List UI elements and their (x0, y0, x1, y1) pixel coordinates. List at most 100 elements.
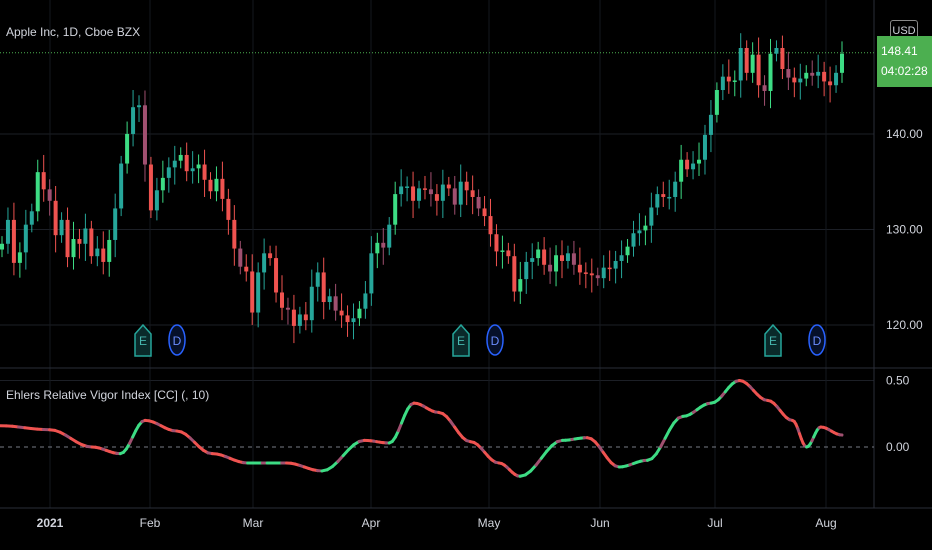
candle-body (685, 159, 690, 170)
candle-body (720, 76, 725, 91)
last-price-badge: 148.41 04:02:28 (877, 36, 932, 87)
candle-body (238, 248, 243, 267)
candle-body (702, 134, 707, 160)
candle-body (11, 219, 16, 263)
candle-body (649, 207, 654, 226)
indicator-tick-label: 0.00 (886, 440, 910, 454)
candle-body (762, 85, 767, 91)
candle-body (667, 196, 672, 199)
candle-body (327, 296, 332, 303)
candle-body (83, 228, 88, 244)
candle-body (71, 239, 76, 258)
candle-body (595, 275, 600, 279)
candle-body (339, 310, 344, 316)
candle-body (554, 255, 559, 272)
candle-body (810, 72, 815, 76)
candle-body (542, 249, 547, 265)
candle-body (822, 71, 827, 82)
candle-body (482, 208, 487, 217)
earnings-marker (134, 323, 152, 357)
candle-body (160, 177, 165, 191)
candle-body (738, 48, 743, 81)
candle-body (351, 318, 356, 323)
candle-body (387, 224, 392, 248)
candle-body (89, 228, 94, 257)
candle-body (172, 160, 177, 168)
candle-body (768, 53, 773, 91)
dividend-marker (168, 324, 186, 356)
candle-body (178, 154, 183, 161)
candle-body (309, 286, 314, 321)
candle-body (297, 314, 302, 326)
earnings-marker (764, 323, 782, 357)
candle-body (113, 208, 118, 240)
candle-body (655, 194, 660, 208)
candle-body (488, 216, 493, 235)
earnings-label: E (457, 334, 465, 348)
candle-body (190, 168, 195, 172)
indicator-title: Ehlers Relative Vigor Index [CC] (, 10) (6, 388, 210, 402)
candle-body (506, 250, 511, 257)
candle-body (315, 272, 320, 287)
candle-body (512, 256, 517, 292)
rvi-line-segment (663, 428, 672, 440)
candle-body (673, 181, 678, 197)
candle-body (65, 219, 70, 258)
candle-body (107, 239, 112, 262)
candle-body (422, 188, 427, 190)
candle-body (774, 48, 779, 54)
candle-body (583, 272, 588, 274)
candle-body (607, 267, 612, 270)
candle-body (726, 76, 731, 82)
candle-body (411, 186, 416, 201)
candle-body (691, 163, 696, 170)
candle-body (732, 80, 737, 82)
dividend-label: D (813, 334, 822, 348)
candle-body (41, 172, 46, 190)
candle-body (560, 255, 564, 261)
candle-body (256, 272, 261, 313)
candle-body (840, 53, 844, 73)
candle-body (565, 253, 570, 261)
candle-body (530, 258, 535, 262)
candle-body (452, 188, 457, 205)
candle-body (291, 309, 296, 326)
price-tick-label: 130.00 (886, 222, 923, 236)
candle-body (262, 253, 267, 273)
candle-body (285, 307, 290, 310)
candle-body (524, 261, 529, 280)
candle-body (142, 105, 147, 165)
candle-body (804, 72, 809, 79)
candle-body (381, 242, 386, 248)
candle-body (232, 219, 237, 249)
candle-body (798, 78, 803, 83)
candle-body (268, 253, 273, 259)
candle-body (35, 172, 40, 212)
candle-body (661, 194, 666, 197)
candle-body (464, 181, 469, 191)
candle-body (369, 253, 374, 294)
candle-body (589, 273, 594, 276)
candle-body (363, 293, 368, 309)
candle-body (375, 242, 380, 254)
candle-body (226, 198, 231, 220)
time-tick-label: 2021 (37, 516, 64, 530)
candle-body (214, 178, 219, 192)
last-price-label: 148.41 (881, 44, 918, 58)
dividend-label: D (491, 334, 500, 348)
candle-body (131, 107, 136, 134)
candle-body (792, 77, 797, 83)
candle-body (148, 164, 153, 211)
candle-body (77, 239, 82, 244)
dividend-label: D (173, 334, 182, 348)
candle-body (744, 48, 749, 73)
candle-body (405, 186, 410, 188)
candle-body (244, 266, 249, 272)
time-tick-label: Mar (243, 516, 264, 530)
candle-body (637, 230, 642, 234)
candle-body (250, 271, 255, 313)
earnings-marker (452, 323, 470, 357)
earnings-label: E (139, 334, 147, 348)
time-tick-label: May (478, 516, 501, 530)
